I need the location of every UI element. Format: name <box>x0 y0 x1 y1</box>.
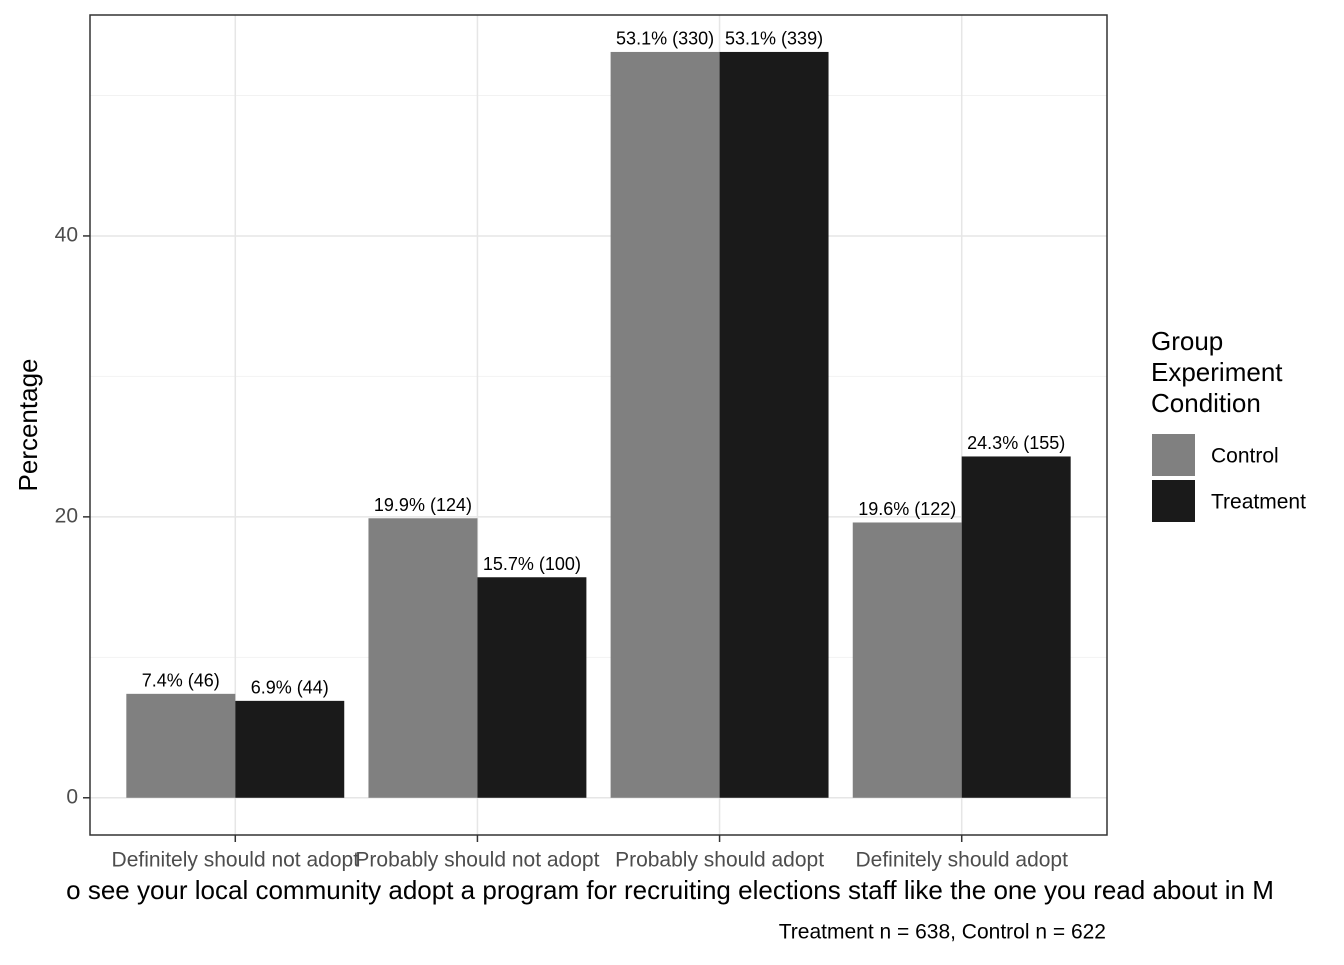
x-tick-label: Probably should not adopt <box>355 849 599 872</box>
legend-title: Experiment <box>1151 357 1283 387</box>
x-axis-title: o see your local community adopt a progr… <box>66 875 1274 905</box>
value-label: 15.7% (100) <box>483 554 581 574</box>
value-label: 53.1% (330) <box>616 29 714 49</box>
legend-title: Condition <box>1151 388 1261 418</box>
bar <box>610 51 720 798</box>
legend-title: Group <box>1151 326 1223 356</box>
bar <box>852 522 962 798</box>
x-tick-label: Definitely should adopt <box>855 849 1068 872</box>
value-label: 24.3% (155) <box>967 433 1065 453</box>
legend-label: Control <box>1211 445 1279 468</box>
y-tick-label: 20 <box>55 504 78 527</box>
value-label: 19.9% (124) <box>374 495 472 515</box>
x-tick-label: Definitely should not adopt <box>112 849 360 872</box>
legend-swatch <box>1152 480 1195 522</box>
bar <box>235 700 345 798</box>
y-axis-title: Percentage <box>13 359 43 492</box>
legend-swatch <box>1152 434 1195 476</box>
y-tick-label: 40 <box>55 223 78 246</box>
plot-border <box>89 14 1108 836</box>
legend-label: Treatment <box>1211 491 1306 514</box>
x-tick-label: Probably should adopt <box>615 849 824 872</box>
bar <box>719 51 829 798</box>
value-label: 53.1% (339) <box>725 29 823 49</box>
caption: Treatment n = 638, Control n = 622 <box>779 921 1106 944</box>
value-label: 19.6% (122) <box>858 499 956 519</box>
bar <box>961 456 1071 798</box>
value-label: 7.4% (46) <box>142 671 220 691</box>
bar <box>368 518 478 798</box>
value-label: 6.9% (44) <box>251 678 329 698</box>
bar <box>477 577 587 798</box>
bar <box>126 693 236 798</box>
y-tick-label: 0 <box>66 785 78 808</box>
